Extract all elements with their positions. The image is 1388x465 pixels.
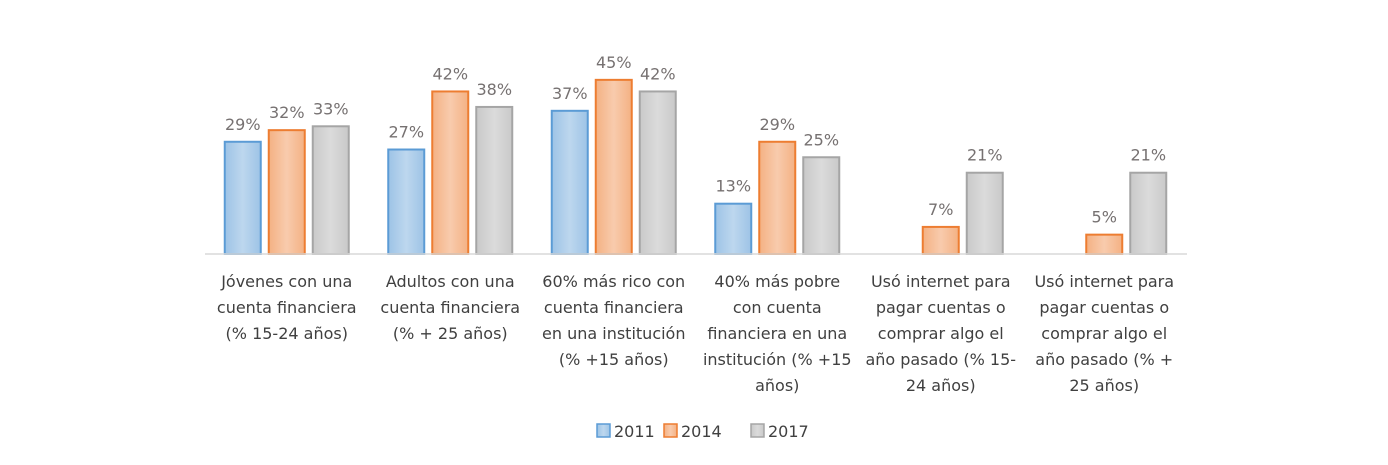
data-label-2011-cat-2: 27% — [388, 123, 424, 142]
category-label-1: Jóvenes con una cuenta financiera (% 15-24… — [217, 272, 357, 343]
bar-2017-cat-3 — [638, 90, 677, 255]
bar-2014-cat-6 — [1085, 233, 1124, 255]
category-label-line: comprar algo el — [1041, 324, 1167, 343]
legend-label-2014: 2014 — [681, 422, 722, 441]
legend-label-2011: 2011 — [614, 422, 655, 441]
bar-2014-cat-5 — [921, 225, 960, 256]
data-label-2017-cat-4: 25% — [803, 130, 839, 149]
bar-2011-cat-3 — [550, 109, 589, 255]
category-label-line: Usó internet para — [1034, 272, 1174, 291]
bar-2011-cat-4 — [714, 202, 753, 256]
data-label-2011-cat-3: 37% — [552, 84, 588, 103]
data-label-2017-cat-6: 21% — [1130, 146, 1166, 165]
data-label-2014-cat-6: 5% — [1092, 208, 1117, 227]
bar-2014-cat-1 — [267, 129, 306, 255]
data-label-2014-cat-1: 32% — [269, 103, 305, 122]
legend-label-2017: 2017 — [768, 422, 809, 441]
category-label-line: (% 15-24 años) — [226, 324, 348, 343]
category-label-line: 60% más rico con — [542, 272, 685, 291]
category-label-line: cuenta financiera — [380, 298, 520, 317]
data-labels-layer: 29% 32% 33% 27% 42% 38% 37% 45% 42% 13% 29% 25% 7% 21… — [225, 53, 1166, 227]
data-label-2014-cat-4: 29% — [759, 115, 795, 134]
bar-2011-cat-2 — [387, 148, 426, 255]
bar-2017-cat-1 — [311, 125, 350, 255]
data-label-2011-cat-1: 29% — [225, 115, 261, 134]
bars-layer — [223, 78, 1168, 256]
category-label-line: comprar algo el — [878, 324, 1004, 343]
bar-2014-cat-4 — [758, 140, 797, 256]
bar-2014-cat-3 — [594, 78, 633, 255]
category-label-line: financiera en una — [707, 324, 847, 343]
bar-2017-cat-5 — [965, 171, 1004, 255]
category-label-line: en una institución — [542, 324, 685, 343]
legend-swatch-2011 — [596, 423, 611, 438]
category-label-line: cuenta financiera — [217, 298, 357, 317]
bar-2017-cat-2 — [475, 105, 514, 255]
legend-swatch-2017 — [750, 423, 765, 438]
category-label-line: institución (% +15 — [703, 350, 852, 369]
category-label-line: 25 años) — [1069, 376, 1139, 395]
bar-2017-cat-6 — [1129, 171, 1168, 255]
bar-2014-cat-2 — [431, 90, 470, 255]
bar-2011-cat-1 — [223, 140, 262, 256]
category-label-2: Adultos con una cuenta financiera (% + 25 … — [380, 272, 520, 343]
category-label-line: pagar cuentas o — [876, 298, 1006, 317]
category-label-line: 24 años) — [906, 376, 976, 395]
category-label-line: cuenta financiera — [544, 298, 684, 317]
category-label-line: Jóvenes con una — [220, 272, 352, 291]
data-label-2014-cat-2: 42% — [432, 64, 468, 83]
data-label-2014-cat-3: 45% — [596, 53, 632, 72]
category-label-line: año pasado (% + — [1035, 350, 1173, 369]
category-label-6: Usó internet para pagar cuentas o comprar … — [1034, 272, 1174, 395]
category-label-line: pagar cuentas o — [1039, 298, 1169, 317]
category-label-line: 40% más pobre — [714, 272, 840, 291]
category-label-line: Usó internet para — [871, 272, 1011, 291]
data-label-2017-cat-2: 38% — [476, 80, 512, 99]
category-label-line: Adultos con una — [386, 272, 515, 291]
category-labels-layer: Jóvenes con una cuenta financiera (% 15-24… — [217, 272, 1174, 395]
data-label-2011-cat-4: 13% — [715, 177, 751, 196]
legend: 2011 2014 2017 — [596, 422, 809, 441]
category-label-4: 40% más pobre con cuenta financiera en una… — [703, 272, 852, 395]
category-label-3: 60% más rico con cuenta financiera en una … — [542, 272, 685, 369]
category-label-5: Usó internet para pagar cuentas o comprar … — [865, 272, 1016, 395]
data-label-2017-cat-3: 42% — [640, 64, 676, 83]
bar-2017-cat-4 — [802, 156, 841, 255]
category-label-line: con cuenta — [733, 298, 822, 317]
data-label-2014-cat-5: 7% — [928, 200, 953, 219]
data-label-2017-cat-1: 33% — [313, 99, 349, 118]
data-label-2017-cat-5: 21% — [967, 146, 1003, 165]
category-label-line: (% +15 años) — [559, 350, 669, 369]
category-label-line: año pasado (% 15- — [865, 350, 1016, 369]
legend-swatch-2014 — [663, 423, 678, 438]
category-label-line: (% + 25 años) — [393, 324, 508, 343]
category-label-line: años) — [755, 376, 799, 395]
